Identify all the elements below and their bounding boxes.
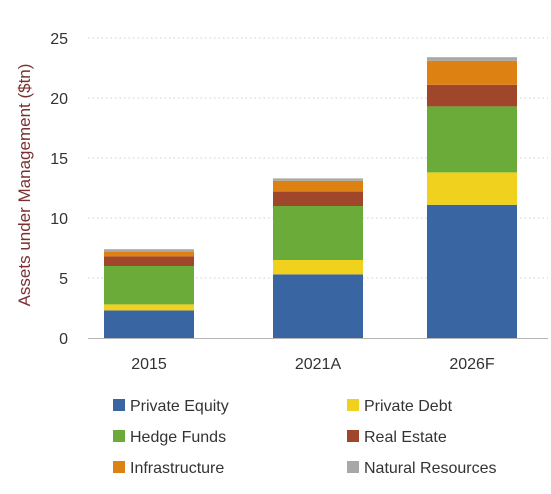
- legend-label: Real Estate: [364, 429, 447, 446]
- x-tick-label: 2026F: [449, 356, 495, 373]
- bar-segment: [273, 178, 363, 181]
- legend: Private Equity Private Debt Hedge Funds Rea…: [113, 398, 497, 477]
- y-tick-label: 0: [59, 331, 68, 348]
- legend-swatch: [113, 461, 125, 473]
- x-tick-label: 2015: [131, 356, 167, 373]
- legend-swatch: [113, 399, 125, 411]
- bar-segment: [273, 260, 363, 275]
- legend-label: Hedge Funds: [130, 429, 226, 446]
- legend-item: Private Equity: [113, 398, 229, 415]
- legend-label: Natural Resources: [364, 460, 497, 477]
- bar-segment: [273, 206, 363, 260]
- legend-item: Infrastructure: [113, 460, 224, 477]
- bar-segment: [104, 256, 194, 266]
- legend-label: Infrastructure: [130, 460, 224, 477]
- y-tick-label: 5: [59, 271, 68, 288]
- x-tick-label: 2021A: [295, 356, 342, 373]
- legend-swatch: [113, 430, 125, 442]
- y-tick-label: 15: [50, 151, 68, 168]
- bar-segment: [273, 180, 363, 192]
- legend-item: Real Estate: [347, 429, 447, 446]
- bar-segment: [427, 57, 517, 61]
- legend-item: Hedge Funds: [113, 429, 226, 446]
- bar-segment: [427, 84, 517, 107]
- bar-segment: [427, 106, 517, 173]
- legend-swatch: [347, 399, 359, 411]
- bar-segment: [273, 191, 363, 206]
- legend-label: Private Equity: [130, 398, 229, 415]
- y-tick-label: 25: [50, 31, 68, 48]
- bar-segment: [104, 304, 194, 311]
- y-tick-label: 20: [50, 91, 68, 108]
- y-tick-label: 10: [50, 211, 68, 228]
- bar-segment: [104, 251, 194, 257]
- bar-segment: [104, 266, 194, 305]
- bar-segment: [427, 60, 517, 85]
- x-tick-labels: 2015 2021A 2026F: [131, 356, 495, 373]
- bar-segment: [427, 204, 517, 338]
- legend-swatch: [347, 430, 359, 442]
- legend-item: Natural Resources: [347, 460, 497, 477]
- y-axis-title: Assets under Management ($tn): [15, 64, 34, 307]
- legend-label: Private Debt: [364, 398, 453, 415]
- y-tick-labels: 0 5 10 15 20 25: [50, 31, 68, 348]
- bar-segment: [104, 249, 194, 252]
- bar-segment: [427, 172, 517, 205]
- legend-item: Private Debt: [347, 398, 453, 415]
- bar-segment: [104, 310, 194, 338]
- legend-swatch: [347, 461, 359, 473]
- bar-segment: [273, 274, 363, 338]
- bars: [104, 57, 517, 338]
